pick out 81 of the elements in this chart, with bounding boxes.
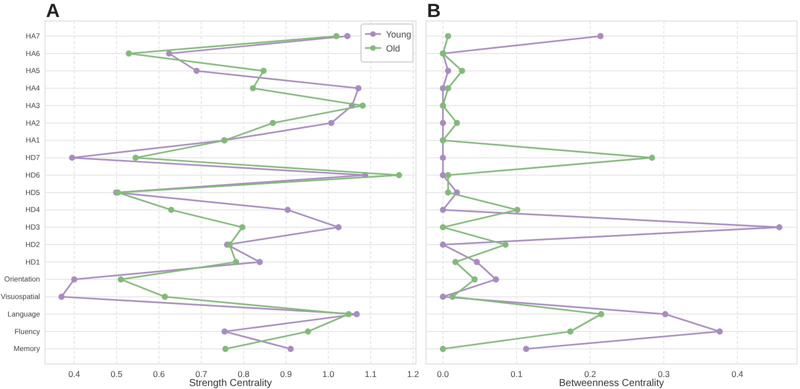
x-tick-label: 1.2 (407, 369, 420, 380)
point (335, 224, 342, 230)
point (355, 85, 362, 92)
point (162, 294, 168, 300)
point (776, 224, 782, 230)
point (221, 328, 228, 335)
point (232, 258, 240, 266)
point (250, 85, 256, 92)
point (194, 68, 200, 74)
point (360, 102, 366, 109)
point (166, 50, 172, 57)
x-tick-label: 0.1 (510, 369, 523, 380)
point (333, 33, 340, 40)
point (132, 154, 139, 161)
chart-title: A (46, 1, 60, 22)
point (523, 346, 530, 352)
point (226, 242, 233, 248)
point (474, 258, 480, 266)
point (260, 68, 267, 74)
legend-label: Young (386, 30, 412, 40)
point (440, 224, 446, 230)
point (69, 154, 76, 161)
point (396, 172, 402, 178)
point (567, 328, 574, 335)
point (440, 206, 446, 213)
point (598, 311, 604, 318)
point (444, 85, 452, 92)
point (222, 346, 229, 352)
point (444, 68, 452, 74)
point (168, 206, 174, 213)
point (354, 311, 360, 318)
x-axis-title: Strength Centrality (189, 378, 272, 389)
x-tick-label: 0.9 (280, 369, 292, 380)
point (449, 294, 456, 300)
point (440, 346, 446, 352)
point (471, 276, 478, 282)
point (440, 172, 446, 178)
x-tick-label: 1.1 (364, 369, 377, 380)
point (256, 258, 263, 266)
point (344, 33, 350, 40)
point (270, 120, 276, 126)
x-tick-label: 0.2 (584, 369, 596, 380)
point (458, 68, 466, 74)
x-tick-label: 0.3 (658, 369, 670, 380)
point (444, 189, 452, 196)
chart-title: B (427, 1, 441, 22)
point (58, 294, 65, 300)
point (288, 346, 294, 352)
point (284, 206, 291, 213)
point (662, 311, 668, 318)
point (239, 224, 246, 230)
point (452, 258, 459, 266)
point (454, 120, 460, 126)
point (71, 276, 78, 282)
point (126, 50, 132, 57)
point (440, 120, 446, 126)
x-tick-label: 1.0 (322, 369, 335, 380)
point (304, 328, 312, 335)
x-tick-label: 0.5 (110, 369, 123, 380)
point (444, 172, 452, 178)
x-tick-label: 0.6 (153, 369, 166, 380)
point (502, 242, 509, 248)
point (328, 120, 334, 126)
point (118, 276, 124, 282)
point (648, 154, 656, 161)
point (346, 311, 352, 318)
x-tick-label: 0.8 (238, 369, 250, 380)
point (514, 206, 520, 213)
x-axis-title: Betweenness Centrality (558, 378, 664, 389)
x-tick-label: 0.7 (195, 369, 208, 380)
point (597, 33, 604, 40)
point (440, 154, 446, 161)
x-tick-label: 0.4 (731, 369, 744, 380)
point (716, 328, 723, 335)
legend-label: Old (386, 44, 400, 54)
x-tick-label: 0.4 (68, 369, 80, 380)
point (444, 33, 452, 40)
point (440, 294, 446, 300)
point (440, 242, 446, 248)
point (492, 276, 500, 282)
x-tick-label: 0.0 (437, 369, 450, 380)
